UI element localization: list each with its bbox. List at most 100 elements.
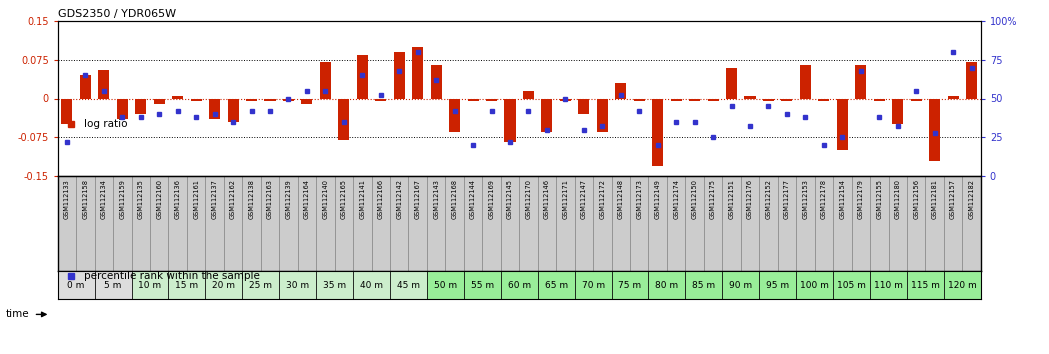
Text: GSM112163: GSM112163 [267,179,273,219]
Bar [907,176,925,271]
Text: 115 m: 115 m [911,280,940,290]
Text: 65 m: 65 m [544,280,568,290]
Bar [855,65,866,98]
Text: GSM112162: GSM112162 [230,179,236,219]
Bar [320,62,330,98]
Text: GSM112175: GSM112175 [710,179,716,219]
Bar [796,271,833,299]
Bar [723,271,759,299]
Bar [191,98,201,101]
Bar [131,176,150,271]
Bar [209,98,220,119]
Bar [833,176,852,271]
Bar [852,176,870,271]
Bar [782,98,792,101]
Text: 90 m: 90 m [729,280,752,290]
Bar [741,176,759,271]
Bar [947,96,959,98]
Text: GSM112153: GSM112153 [802,179,809,219]
Text: GSM112177: GSM112177 [784,179,790,219]
Text: 30 m: 30 m [286,280,309,290]
Bar [944,271,981,299]
Text: 100 m: 100 m [800,280,829,290]
Text: GSM112150: GSM112150 [691,179,698,219]
Text: 60 m: 60 m [508,280,531,290]
Text: GSM112141: GSM112141 [360,179,365,219]
Text: GSM112140: GSM112140 [322,179,328,219]
Bar [169,176,187,271]
Text: GSM112155: GSM112155 [876,179,882,219]
Bar [357,55,368,98]
Text: GSM112182: GSM112182 [968,179,975,219]
Bar [630,176,648,271]
Text: 35 m: 35 m [323,280,346,290]
Bar [77,176,94,271]
Text: 5 m: 5 m [105,280,122,290]
Bar [962,176,981,271]
Text: GSM112158: GSM112158 [83,179,88,219]
Text: GSM112176: GSM112176 [747,179,753,219]
Text: 0 m: 0 m [67,280,85,290]
Text: 120 m: 120 m [948,280,977,290]
Bar [339,98,349,140]
Text: GSM112147: GSM112147 [581,179,586,219]
Bar [911,98,922,101]
Text: GSM112180: GSM112180 [895,179,901,219]
Bar [759,176,777,271]
Bar [966,62,977,98]
Bar [777,176,796,271]
Text: 25 m: 25 m [250,280,273,290]
Bar [206,176,223,271]
Text: 95 m: 95 m [766,280,789,290]
Text: 10 m: 10 m [138,280,162,290]
Bar [99,70,109,98]
Bar [58,271,94,299]
Text: GSM112174: GSM112174 [673,179,679,219]
Bar [893,98,903,124]
Bar [335,176,354,271]
Bar [907,271,944,299]
Bar [575,176,593,271]
Bar [593,176,612,271]
Bar [870,176,889,271]
Bar [390,176,408,271]
Text: GSM112149: GSM112149 [655,179,661,219]
Text: 55 m: 55 m [471,280,494,290]
Bar [538,176,556,271]
Bar [648,176,667,271]
Text: 40 m: 40 m [360,280,383,290]
Bar [316,176,335,271]
Text: GSM112164: GSM112164 [304,179,309,219]
Text: GSM112166: GSM112166 [378,179,384,219]
Bar [449,98,461,132]
Bar [523,91,534,98]
Bar [376,98,386,101]
Text: GSM112172: GSM112172 [599,179,605,219]
Bar [670,98,682,101]
Bar [685,271,723,299]
Bar [247,98,257,101]
Bar [704,176,723,271]
Text: GSM112135: GSM112135 [137,179,144,219]
Bar [874,98,884,101]
Bar [796,176,815,271]
Text: GSM112154: GSM112154 [839,179,845,219]
Bar [597,98,607,132]
Text: GSM112179: GSM112179 [858,179,863,219]
Bar [763,98,774,101]
Bar [371,176,390,271]
Bar [150,176,169,271]
Bar [301,98,313,104]
Text: GSM112165: GSM112165 [341,179,347,219]
Bar [685,176,704,271]
Text: 105 m: 105 m [837,280,866,290]
Text: GSM112148: GSM112148 [618,179,624,219]
Bar [154,98,165,104]
Bar [925,176,944,271]
Bar [612,176,630,271]
Bar [578,98,590,114]
Bar [556,176,575,271]
Text: GSM112146: GSM112146 [544,179,550,219]
Bar [261,176,279,271]
Text: 50 m: 50 m [434,280,457,290]
